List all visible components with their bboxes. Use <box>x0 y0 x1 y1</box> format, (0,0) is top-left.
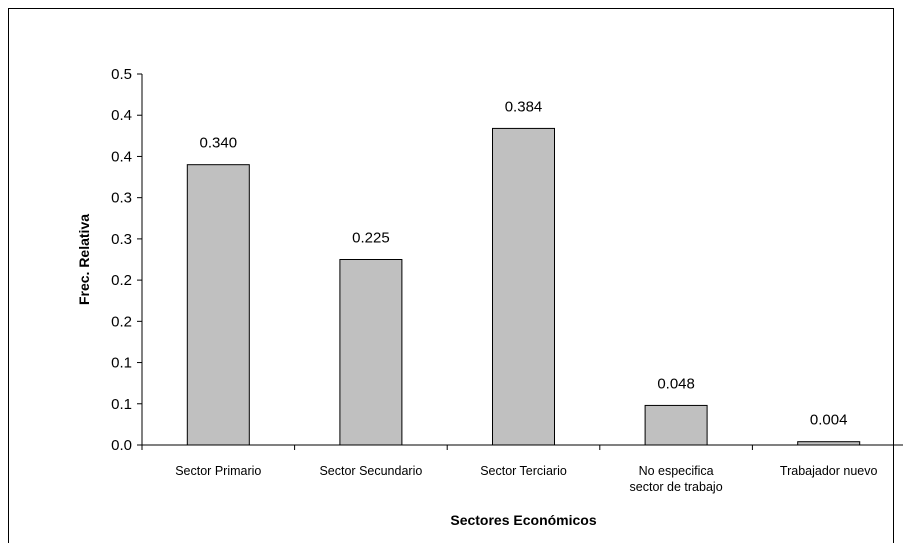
x-axis-ticks: Sector Primario Sector Secundario Sector T… <box>141 445 878 494</box>
x-tick-label: Sector Terciario <box>480 464 567 478</box>
y-axis-title: Frec. Relativa <box>76 214 92 305</box>
y-tick-label: 0.1 <box>111 396 132 413</box>
y-tick-label: 0.5 <box>111 66 132 83</box>
data-label: 0.048 <box>657 375 695 392</box>
data-label: 0.340 <box>200 135 238 152</box>
y-tick-label: 0.2 <box>111 313 132 330</box>
bar <box>339 259 403 446</box>
y-tick-label: 0.3 <box>111 231 132 248</box>
data-label: 0.384 <box>505 98 543 115</box>
y-tick-label: 0.2 <box>111 272 132 289</box>
y-tick-label: 0.0 <box>111 437 132 454</box>
x-tick-label: sector de trabajo <box>630 480 723 494</box>
y-tick-label: 0.4 <box>111 107 132 124</box>
x-tick-label: Sector Secundario <box>319 464 422 478</box>
data-label: 0.225 <box>352 230 390 247</box>
y-tick-label: 0.3 <box>111 190 132 207</box>
bar <box>644 404 708 446</box>
y-tick-label: 0.1 <box>111 355 132 372</box>
y-tick-label: 0.4 <box>111 148 132 165</box>
x-tick-label: No especifica <box>639 464 714 478</box>
chart-frame: 0.0 0.1 0.1 0.2 0.2 0.3 0.3 0.4 0.4 0.5 0.340 0.22… <box>8 8 903 543</box>
bar <box>492 127 555 446</box>
bars: 0.340 0.225 0.384 0.048 0.004 <box>186 98 861 446</box>
x-axis-title: Sectores Económicos <box>450 512 596 528</box>
y-axis-ticks: 0.0 0.1 0.1 0.2 0.2 0.3 0.3 0.4 0.4 0.5 <box>111 66 142 454</box>
x-tick-label: Sector Primario <box>175 464 261 478</box>
data-label: 0.004 <box>810 412 848 429</box>
x-tick-label: Trabajador nuevo <box>780 464 878 478</box>
bar-chart: 0.0 0.1 0.1 0.2 0.2 0.3 0.3 0.4 0.4 0.5 0.340 0.22… <box>76 66 903 528</box>
bar <box>186 164 250 446</box>
